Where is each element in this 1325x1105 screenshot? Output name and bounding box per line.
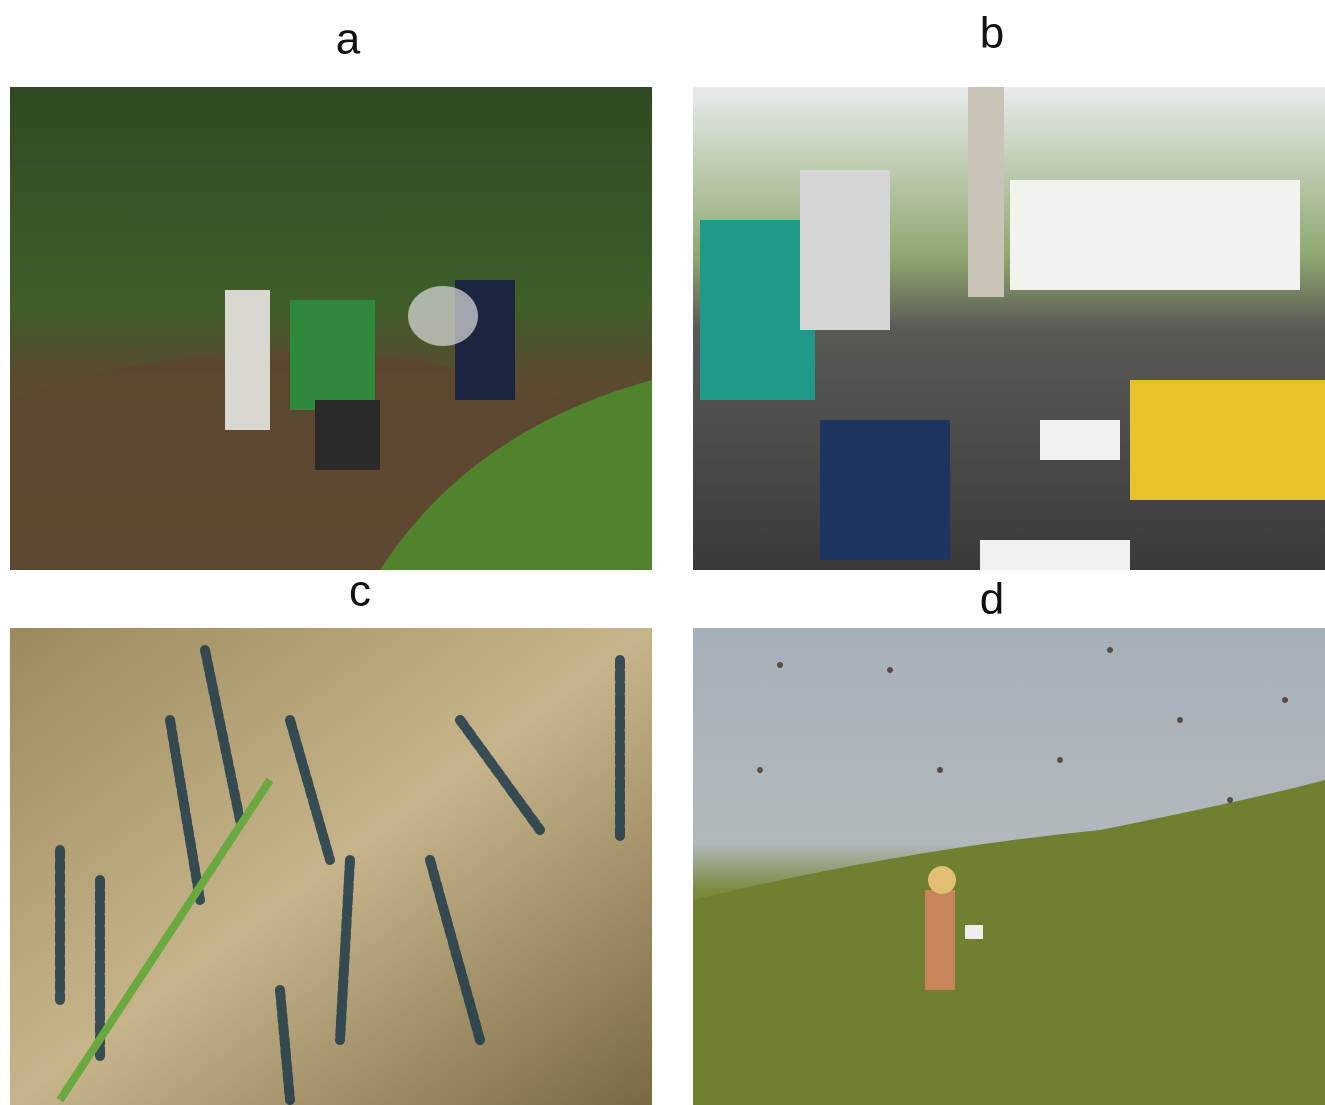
- panel-label: b: [980, 9, 1004, 58]
- photo-b: [693, 87, 1325, 570]
- panel-label: c: [349, 567, 371, 616]
- photo-a: [10, 87, 652, 570]
- panel-label: d: [980, 575, 1004, 624]
- figure: a b c d: [0, 0, 1325, 1105]
- photo-d: [693, 628, 1325, 1105]
- panel-label: a: [336, 15, 361, 64]
- photo-c: [10, 628, 652, 1105]
- page: a b c d: [0, 0, 1325, 1105]
